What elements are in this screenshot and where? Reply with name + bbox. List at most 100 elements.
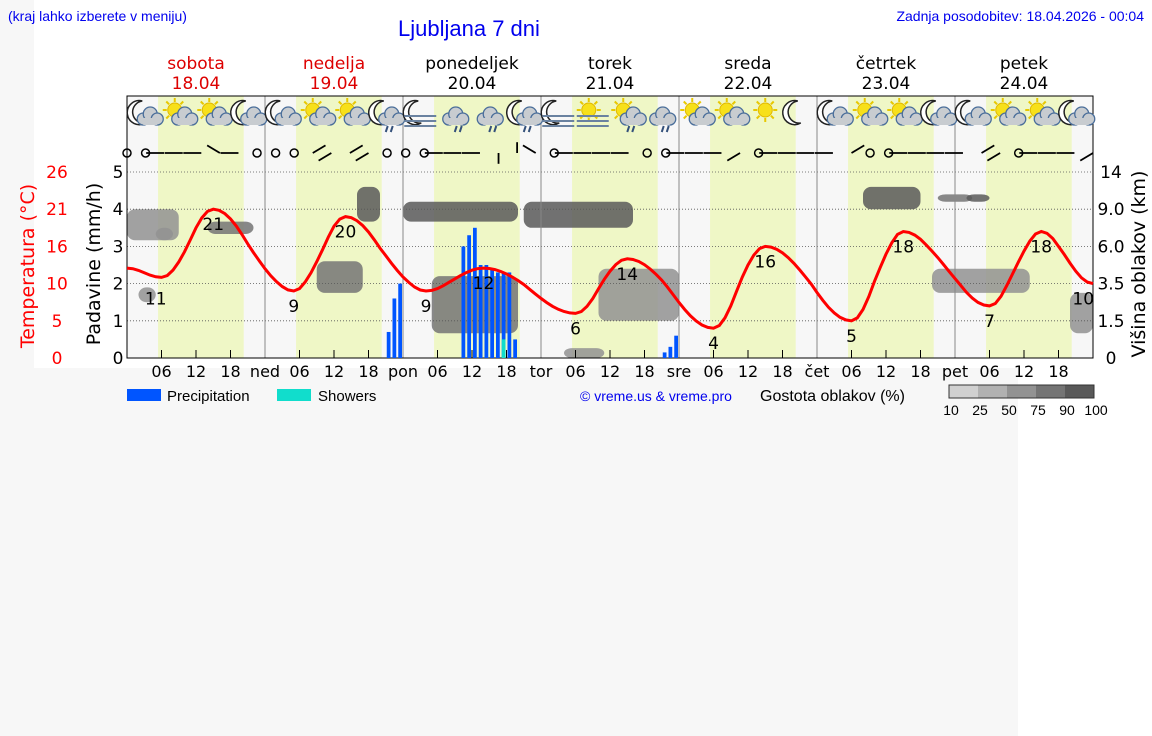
sun-ray	[579, 100, 584, 106]
cloud-density-swatch	[978, 385, 1007, 398]
cloud-layer	[357, 186, 380, 222]
temperature-label: 9	[288, 297, 299, 317]
weather-icon-sun-cloud	[197, 98, 233, 126]
cloud-icon	[688, 106, 716, 126]
cloud-base	[315, 118, 330, 125]
cloud-height-axis-label: Višina oblakov (km)	[1128, 171, 1150, 358]
hour-tick-label: 12	[462, 362, 482, 381]
cloud-icon	[1033, 106, 1061, 126]
temperature-line	[126, 207, 1094, 330]
rain-drop	[527, 125, 532, 133]
wind-calm-icon	[382, 148, 392, 158]
sun-ray	[628, 100, 633, 106]
sun-ray	[338, 100, 343, 106]
temperature-label: 12	[473, 274, 495, 294]
weather-icon-sun-cloud	[714, 98, 751, 126]
rain-icon	[488, 125, 498, 133]
rain-drop	[488, 125, 493, 133]
rain-drop	[631, 125, 636, 133]
hour-tick-label: 18	[358, 362, 378, 381]
rain-icon	[384, 125, 394, 133]
cloud-density-level: 10	[943, 402, 959, 418]
precip-tick: 1	[113, 312, 124, 332]
wind-barb-icon	[318, 152, 332, 162]
precip-axis-label: Padavine (mm/h)	[83, 183, 105, 346]
weather-icon-sun-cloud	[852, 98, 889, 126]
weather-icon-moon-cloud	[954, 99, 992, 126]
weather-icon-sun-cloud	[300, 98, 337, 126]
rain-drop	[453, 125, 458, 133]
hour-tick-label: 12	[600, 362, 620, 381]
precip-tick: 3	[113, 237, 124, 257]
rain-icon	[522, 125, 532, 133]
cloud-icon	[826, 106, 854, 126]
sun-ray	[352, 100, 357, 106]
weather-icon-moon-cloud	[126, 99, 164, 126]
sun-ray	[1007, 100, 1012, 106]
moon-icon	[402, 99, 422, 126]
hour-tick-label: 06	[151, 362, 171, 381]
hour-tick-label: 18	[772, 362, 792, 381]
temperature-label: 21	[202, 215, 224, 235]
precip-tick: 4	[113, 200, 124, 220]
sun-ray	[1042, 100, 1047, 106]
temperature-label: 11	[145, 290, 167, 310]
cloud-icon	[476, 106, 504, 126]
rain-drop	[458, 125, 463, 133]
wind-calm-icon	[122, 148, 132, 158]
hour-tick-label: 06	[703, 362, 723, 381]
cloud-base	[1040, 118, 1055, 125]
sun-ray	[993, 100, 998, 106]
wind-barb-icon	[986, 152, 1001, 162]
hour-tick-label: 18	[496, 362, 516, 381]
daylight-band	[986, 96, 1072, 358]
sun-ray	[614, 114, 619, 120]
day-abbr-tick: sre	[667, 362, 691, 381]
day-abbr-tick: čet	[805, 362, 830, 381]
day-abbr-tick: tor	[530, 362, 553, 381]
wind-barb-icon	[726, 152, 741, 162]
sun-disc	[757, 102, 773, 118]
wind-calm-icon	[400, 148, 411, 158]
cloud-base	[655, 118, 670, 125]
cloud-layer	[598, 268, 679, 321]
precipitation-bar	[467, 235, 471, 358]
cloud-icon	[442, 106, 470, 126]
day-date: 21.04	[586, 74, 635, 94]
precipitation-bar	[507, 272, 512, 358]
weather-icon-sun-cloud	[680, 98, 716, 126]
cloud-base	[1074, 118, 1089, 125]
rain-drop	[493, 125, 498, 133]
weather-icon-sun-cloud	[162, 98, 199, 126]
sun-ray	[717, 100, 722, 106]
fog-icon	[576, 115, 609, 127]
temp-tick: 5	[52, 312, 63, 332]
location-hint[interactable]: (kraj lahko izberete v meniju)	[8, 8, 187, 24]
precipitation-legend-label: Precipitation	[167, 388, 250, 405]
weather-icon-sun-cloud	[990, 98, 1027, 126]
weather-icon-sun-cloud-rain	[611, 98, 647, 133]
day-name: torek	[588, 54, 632, 74]
hour-tick-label: 06	[565, 362, 585, 381]
precip-tick: 0	[113, 349, 124, 369]
sun-ray	[683, 114, 688, 120]
precipitation-bar	[662, 352, 667, 358]
temperature-label: 9	[421, 297, 432, 317]
sun-ray	[593, 100, 598, 106]
wind-barb-icon	[522, 144, 537, 154]
cloud-layer	[403, 201, 518, 222]
cloud-height-tick: 6.0	[1097, 237, 1124, 257]
precipitation-legend-swatch	[127, 389, 161, 401]
wind-calm-icon	[642, 148, 652, 158]
sun-ray	[890, 100, 895, 106]
cloud-icon	[343, 106, 371, 126]
day-name: petek	[1000, 54, 1048, 74]
daylight-band	[710, 96, 796, 358]
cloud-icon	[136, 106, 164, 126]
weather-icon-moon-cloud	[1057, 99, 1096, 126]
day-name: sreda	[724, 54, 771, 74]
rain-drop	[389, 125, 394, 133]
weather-icon-moon-cloud	[816, 99, 854, 126]
sun-ray	[338, 114, 343, 120]
